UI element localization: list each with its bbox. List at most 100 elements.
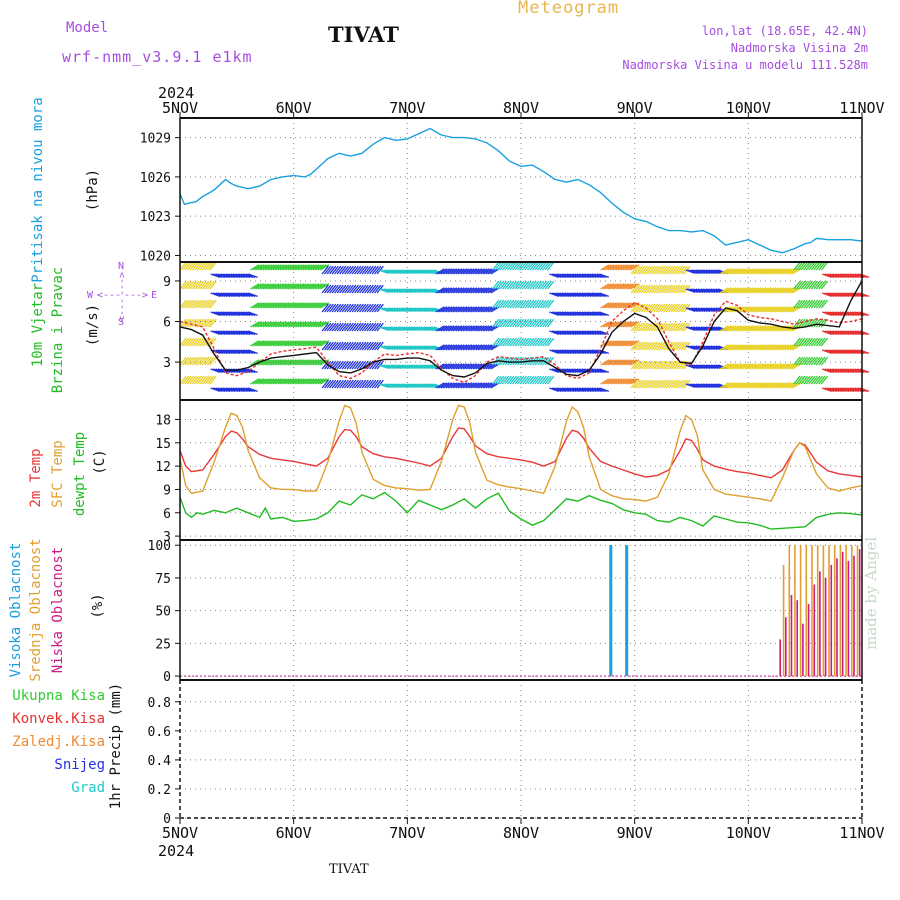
wind-barb bbox=[727, 268, 737, 275]
wind-barb bbox=[215, 292, 226, 298]
wind-barb bbox=[742, 287, 752, 294]
wind-barb bbox=[262, 359, 272, 366]
wind-barb bbox=[665, 265, 674, 275]
wind-barb bbox=[426, 269, 437, 275]
wind-barb bbox=[586, 387, 597, 393]
wind-barb bbox=[795, 337, 804, 347]
wind-barb bbox=[181, 280, 190, 290]
wind-barb bbox=[408, 269, 419, 275]
wind-barb bbox=[586, 311, 597, 317]
wind-barb bbox=[179, 261, 187, 271]
wind-barb bbox=[186, 318, 195, 328]
wind-barb bbox=[633, 379, 641, 389]
wind-barb bbox=[312, 321, 322, 328]
wind-barb bbox=[744, 325, 754, 332]
wind-barb bbox=[627, 283, 637, 290]
wind-barb bbox=[442, 287, 453, 294]
wind-barb bbox=[512, 261, 520, 271]
wind-barb bbox=[499, 261, 507, 271]
wind-barb bbox=[737, 287, 747, 294]
wind-barb bbox=[494, 299, 502, 309]
wind-barb bbox=[507, 318, 515, 328]
wind-barb bbox=[329, 341, 337, 351]
wind-barb bbox=[574, 349, 585, 355]
wind-barb bbox=[393, 307, 404, 313]
wind-barb bbox=[277, 264, 287, 271]
wind-barb bbox=[398, 326, 409, 332]
wind-barb bbox=[504, 280, 512, 290]
wind-barb bbox=[620, 264, 630, 271]
wind-barb bbox=[475, 306, 485, 313]
wind-barb bbox=[507, 375, 515, 385]
model-elevation-label: Nadmorska Visina u modelu 111.528m bbox=[622, 58, 868, 72]
wind-barb bbox=[297, 264, 307, 271]
wind-barb bbox=[810, 299, 819, 309]
wind-barb bbox=[549, 368, 560, 374]
wind-barb bbox=[349, 284, 357, 294]
wind-barb bbox=[663, 284, 671, 294]
wind-barb bbox=[680, 303, 689, 313]
wind-barb bbox=[810, 375, 819, 385]
wind-barb bbox=[724, 287, 734, 294]
wind-barb bbox=[514, 261, 522, 271]
wind-barb bbox=[571, 311, 582, 317]
wind-barb bbox=[589, 330, 600, 336]
wind-barb bbox=[610, 340, 620, 347]
wind-barb bbox=[584, 349, 595, 355]
wind-barb bbox=[189, 261, 197, 271]
wind-barb bbox=[739, 268, 749, 275]
wind-barb bbox=[622, 283, 632, 290]
wind-barb bbox=[408, 364, 419, 370]
wind-barb bbox=[369, 284, 377, 294]
wind-barb bbox=[795, 356, 804, 366]
wind-barb bbox=[194, 356, 202, 366]
wind-barb bbox=[650, 341, 659, 351]
wind-barb bbox=[277, 321, 287, 328]
wind-barb bbox=[341, 265, 349, 275]
wind-barb bbox=[524, 299, 532, 309]
cloud-bar bbox=[788, 545, 791, 676]
wind-barb bbox=[752, 325, 762, 332]
wind-barb bbox=[344, 341, 352, 351]
wind-barb bbox=[658, 265, 666, 275]
wind-barb bbox=[829, 292, 840, 298]
wind-barb bbox=[359, 303, 367, 313]
wind-barb bbox=[391, 326, 402, 332]
wind-barb bbox=[722, 325, 732, 332]
wind-barb bbox=[574, 387, 585, 393]
wind-barb bbox=[302, 283, 312, 290]
wind-barb bbox=[297, 302, 307, 309]
wind-barb bbox=[663, 379, 671, 389]
wind-barb bbox=[346, 360, 354, 370]
wind-barb bbox=[416, 307, 427, 313]
wind-barb bbox=[257, 340, 267, 347]
wind-barb bbox=[435, 287, 445, 294]
wind-barb bbox=[445, 268, 455, 275]
wind-barb bbox=[620, 378, 630, 385]
y-tick-label: 6 bbox=[163, 507, 171, 522]
wind-barb bbox=[815, 299, 824, 309]
wind-barb bbox=[265, 321, 275, 328]
wind-barb bbox=[549, 273, 560, 279]
wind-barb bbox=[369, 265, 377, 275]
wind-barb bbox=[199, 375, 207, 385]
wind-barb bbox=[196, 318, 205, 328]
wind-barb bbox=[759, 268, 769, 275]
wind-barb bbox=[480, 306, 490, 313]
wind-barb bbox=[369, 379, 377, 389]
wind-barb bbox=[803, 280, 811, 290]
wind-barb bbox=[435, 363, 445, 370]
wind-barb bbox=[320, 378, 330, 385]
wind-barb bbox=[566, 311, 577, 317]
temperature-series-line bbox=[179, 491, 863, 530]
wind-barb bbox=[605, 340, 615, 347]
chart-kind-label: Meteogram bbox=[518, 0, 620, 18]
wind-barb bbox=[747, 344, 757, 351]
wind-barb bbox=[336, 379, 344, 389]
wind-ylabel-2: Brzina i Pravac bbox=[50, 267, 66, 393]
wind-barb bbox=[727, 287, 737, 294]
wind-barb bbox=[235, 387, 246, 393]
wind-barb bbox=[351, 322, 359, 332]
wind-barb bbox=[383, 288, 394, 294]
wind-barb bbox=[698, 326, 708, 332]
